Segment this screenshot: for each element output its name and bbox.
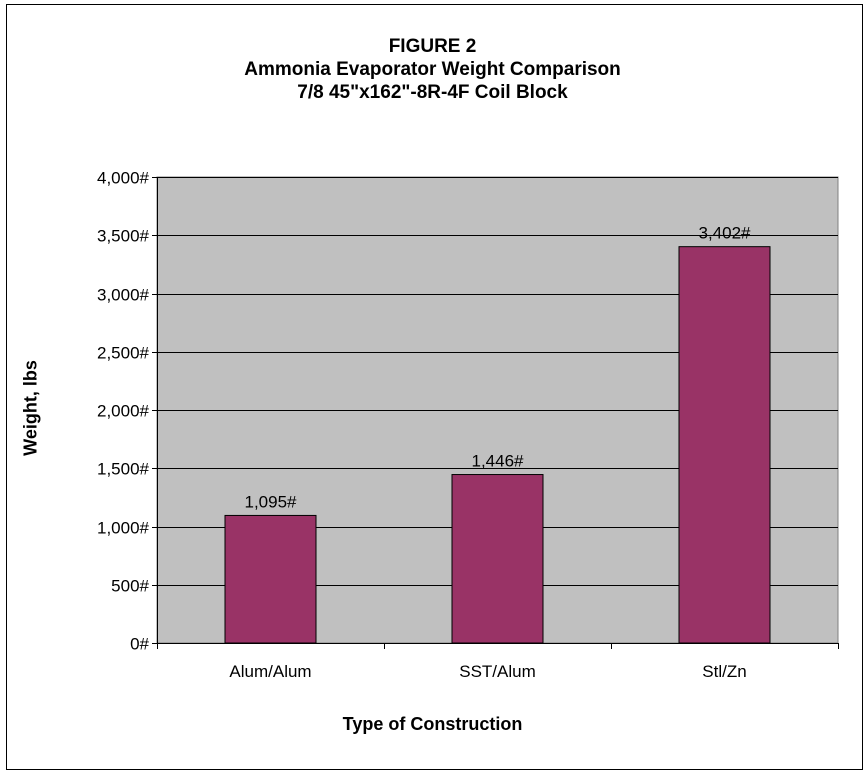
y-tick-label: 3,000# [97, 286, 150, 305]
x-tick-label: Alum/Alum [229, 662, 311, 681]
data-labels: 1,095# 1,446# 3,402# [245, 224, 752, 512]
bar-alum-alum [224, 514, 317, 644]
y-tick-label: 4,000# [97, 169, 150, 188]
chart-title-line-3: 7/8 45"x162"-8R-4F Coil Block [297, 82, 568, 103]
y-tick-label: 1,500# [97, 460, 150, 479]
chart-title-line-2: Ammonia Evaporator Weight Comparison [244, 59, 621, 80]
data-label: 1,446# [472, 452, 525, 471]
chart-title-line-1: FIGURE 2 [388, 36, 477, 57]
data-label: 3,402# [699, 224, 752, 243]
y-tick-label: 3,500# [97, 227, 150, 246]
bar-stl-zn [678, 246, 771, 644]
y-ticks: 0# 500# 1,000# 1,500# 2,000# 2,500# 3,000# 3,50… [97, 169, 157, 654]
data-label: 1,095# [245, 492, 298, 511]
x-ticks: Alum/Alum SST/Alum Stl/Zn [157, 643, 839, 681]
y-tick-label: 2,000# [97, 402, 150, 421]
bars [224, 246, 771, 644]
bar-sst-alum [451, 474, 544, 644]
y-axis-title: Weight, lbs [20, 360, 41, 456]
y-tick-label: 1,000# [97, 519, 150, 538]
x-axis-title: Type of Construction [342, 714, 523, 734]
x-tick-label: SST/Alum [459, 662, 536, 681]
axes [157, 177, 838, 644]
y-tick-label: 500# [111, 577, 149, 596]
y-tick-label: 2,500# [97, 344, 150, 363]
y-tick-label: 0# [130, 635, 149, 654]
x-tick-label: Stl/Zn [702, 662, 746, 681]
